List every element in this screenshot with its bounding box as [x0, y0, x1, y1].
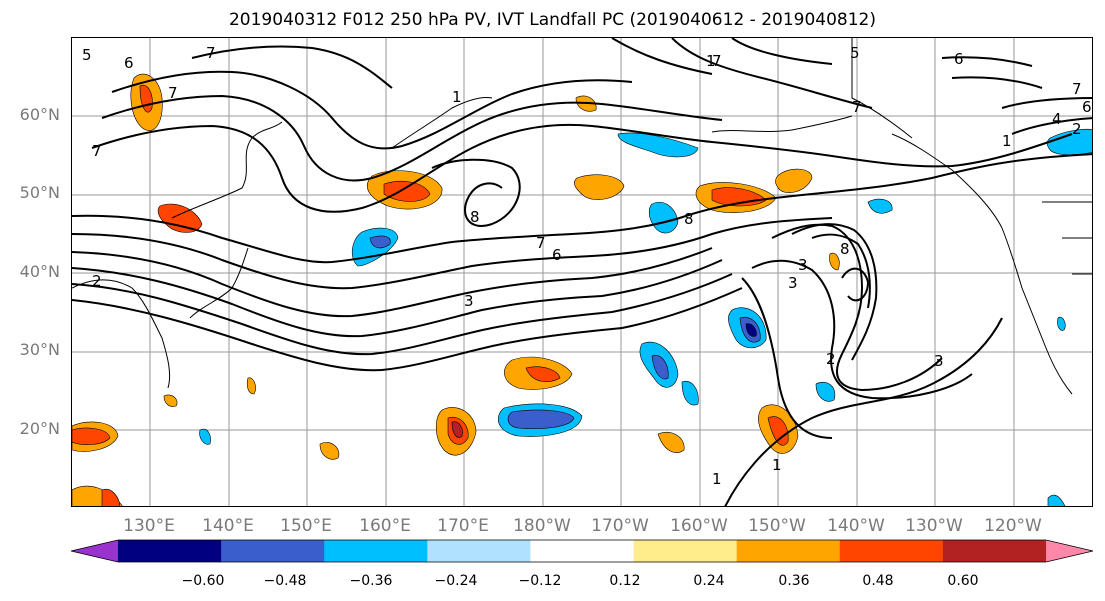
colorbar-swatches	[71, 540, 1093, 562]
contour-label: 6	[552, 246, 562, 264]
ivt-anomaly-shading	[72, 73, 1092, 506]
contour-label: 5	[82, 46, 92, 64]
contour-label: 6	[954, 50, 964, 68]
colorbar-tick: 0.12	[609, 573, 641, 589]
contour-label: 3	[798, 256, 808, 274]
lon-label-180w: 180°W	[513, 516, 571, 536]
lat-label-60: 60°N	[19, 105, 60, 124]
colorbar-extend-max	[1046, 540, 1093, 562]
lon-label-140e: 140°E	[202, 516, 254, 536]
colorbar-tick: 0.60	[947, 573, 979, 589]
colorbar-swatch	[221, 540, 325, 562]
contour-label: 1	[772, 456, 782, 474]
colorbar-extend-min	[71, 540, 118, 562]
contour-label: 2	[1072, 120, 1082, 138]
colorbar-swatch	[736, 540, 841, 562]
map-title: 2019040312 F012 250 hPa PV, IVT Landfall…	[228, 10, 876, 30]
lat-label-30: 30°N	[19, 340, 60, 359]
contour-label: 8	[684, 210, 694, 228]
contour-label: 3	[464, 292, 474, 310]
contour-label: 2	[92, 272, 102, 290]
contour-label: 5	[850, 44, 860, 62]
lon-label-120w: 120°W	[984, 516, 1042, 536]
colorbar-outline	[70, 539, 1094, 563]
lat-label-20: 20°N	[19, 419, 60, 438]
contour-label: 3	[934, 352, 944, 370]
contour-label: 1	[452, 88, 462, 106]
colorbar-swatch	[118, 540, 222, 562]
map-panel: 7 8 5 6 7 7 1 7 5 6 7 2 1 8 1 6 7 6 3 2 …	[71, 37, 1093, 507]
colorbar-tick: −0.60	[181, 573, 225, 589]
colorbar-swatch	[839, 540, 944, 562]
contour-label: 1	[712, 470, 722, 488]
colorbar-tick: −0.24	[434, 573, 478, 589]
colorbar-swatch	[324, 540, 428, 562]
contour-label: 8	[840, 240, 850, 258]
map-canvas: 7 8 5 6 7 7 1 7 5 6 7 2 1 8 1 6 7 6 3 2 …	[72, 38, 1092, 506]
contour-label: 7	[1072, 80, 1082, 98]
lon-label-170e: 170°E	[437, 516, 489, 536]
colorbar-swatch	[530, 540, 635, 562]
contour-label: 7	[168, 84, 178, 102]
contour-label: 7	[852, 98, 862, 116]
contour-label: 1	[1002, 132, 1012, 150]
colorbar-tick: 0.36	[778, 573, 810, 589]
colorbar-tick: −0.36	[349, 573, 393, 589]
contour-label-group: 7 8 5 6 7 7 1 7 5 6 7 2 1 8 1 6 7 6 3 2 …	[82, 44, 1092, 488]
lat-label-50: 50°N	[19, 183, 60, 202]
lon-label-150w: 150°W	[748, 516, 806, 536]
colorbar-swatch	[427, 540, 531, 562]
lon-label-130w: 130°W	[905, 516, 963, 536]
colorbar-swatch	[942, 540, 1047, 562]
contour-label: 6	[124, 54, 134, 72]
colorbar-tick: 0.48	[862, 573, 894, 589]
contour-label: 7	[536, 234, 546, 252]
lon-label-160w: 160°W	[670, 516, 728, 536]
lon-label-140w: 140°W	[827, 516, 885, 536]
lon-label-170w: 170°W	[591, 516, 649, 536]
contour-label: 7	[712, 52, 722, 70]
coastlines	[72, 38, 1092, 395]
lon-label-130e: 130°E	[123, 516, 175, 536]
colorbar-swatch	[633, 540, 738, 562]
contour-label: 8	[470, 208, 480, 226]
contour-label: 3	[788, 274, 798, 292]
contour-label: 7	[206, 44, 216, 62]
contour-label: 4	[1052, 110, 1062, 128]
lat-label-40: 40°N	[19, 262, 60, 281]
colorbar-tick: −0.12	[518, 573, 562, 589]
pv-contours	[72, 38, 1092, 506]
contour-label: 1	[706, 52, 716, 70]
colorbar-tick: −0.48	[263, 573, 307, 589]
contour-label: 7	[92, 142, 102, 160]
colorbar-tick: 0.24	[693, 573, 725, 589]
lon-label-160e: 160°E	[359, 516, 411, 536]
lon-label-150e: 150°E	[280, 516, 332, 536]
contour-label: 2	[826, 350, 836, 368]
contour-label: 6	[1082, 98, 1092, 116]
